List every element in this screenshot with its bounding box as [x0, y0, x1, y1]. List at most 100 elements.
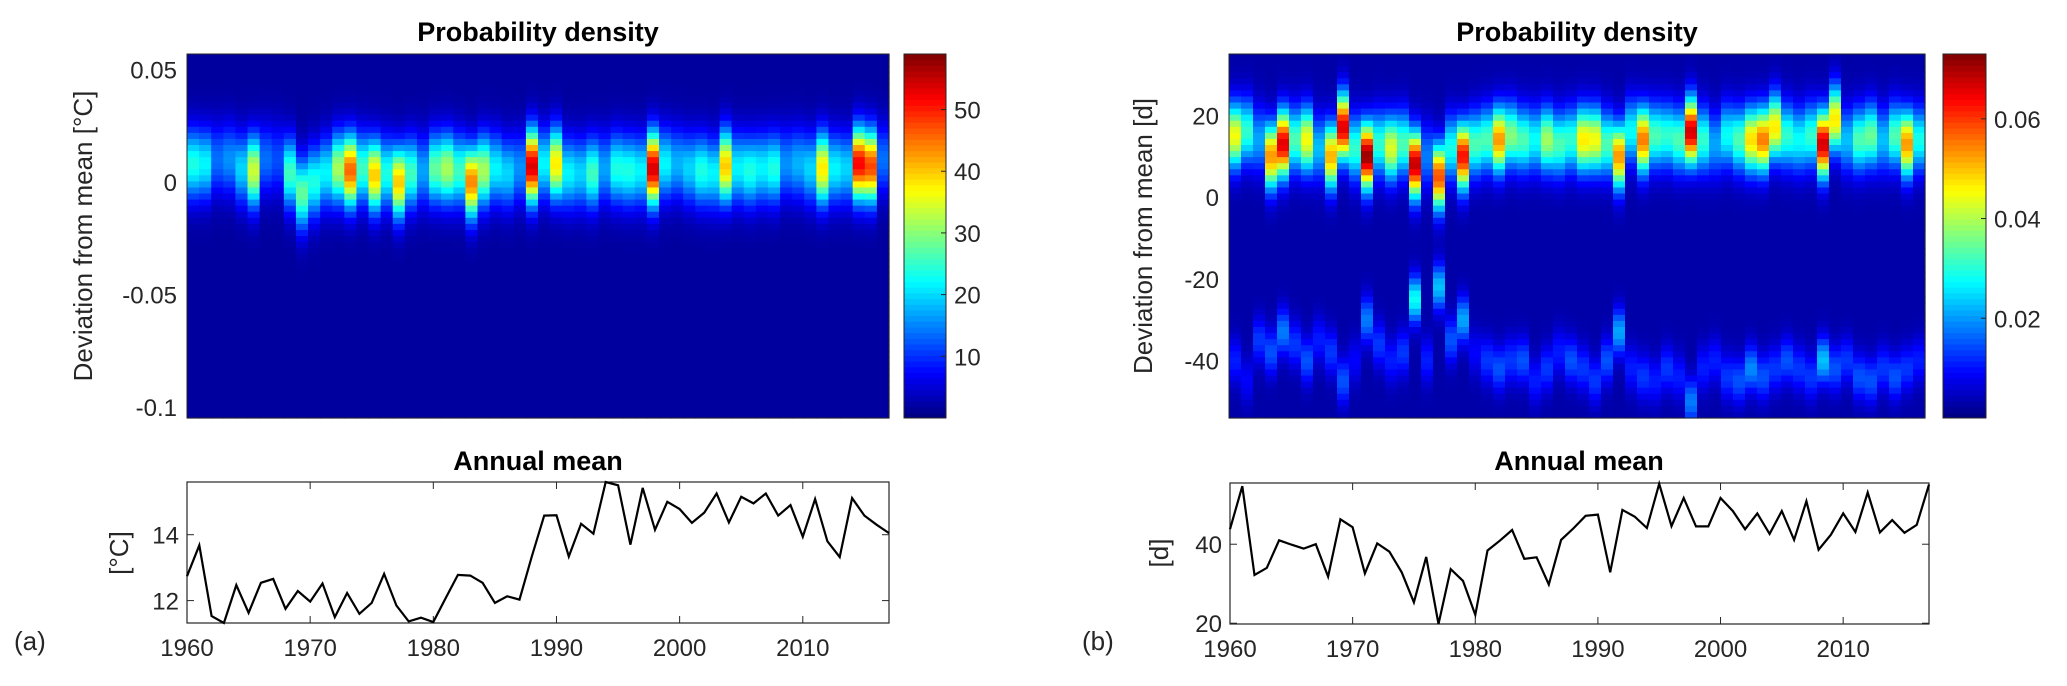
- heatmap-cell: [562, 242, 575, 249]
- heatmap-cell: [719, 126, 733, 134]
- heatmap-cell: [683, 157, 696, 164]
- heatmap-cell: [1265, 199, 1278, 207]
- heatmap-cell: [416, 163, 430, 170]
- heatmap-cell: [283, 229, 297, 237]
- heatmap-cell: [1397, 120, 1410, 128]
- heatmap-cell: [429, 223, 442, 231]
- heatmap-cell: [574, 193, 588, 201]
- heatmap-cell: [598, 339, 612, 346]
- heatmap-cell: [1361, 242, 1374, 249]
- heatmap-cell: [780, 223, 793, 231]
- heatmap-cell: [598, 60, 612, 67]
- heatmap-cell: [429, 345, 442, 352]
- heatmap-cell: [1253, 314, 1266, 322]
- heatmap-cell: [295, 126, 309, 134]
- heatmap-cell: [235, 272, 249, 280]
- heatmap-cell: [465, 60, 479, 67]
- heatmap-cell: [416, 266, 430, 273]
- heatmap-cell: [767, 132, 781, 140]
- heatmap-cell: [598, 84, 612, 91]
- heatmap-cell: [646, 266, 660, 273]
- heatmap-cell: [1313, 333, 1326, 340]
- heatmap-cell: [671, 66, 684, 73]
- colorbar-tick-label: 40: [954, 159, 981, 186]
- heatmap-cell: [1265, 181, 1278, 189]
- heatmap-cell: [780, 314, 793, 322]
- heatmap-cell: [792, 399, 805, 407]
- heatmap-cell: [489, 151, 503, 158]
- heatmap-cell: [465, 254, 479, 261]
- heatmap-cell: [501, 114, 515, 122]
- heatmap-cell: [513, 163, 527, 170]
- heatmap-cell: [453, 369, 466, 377]
- heatmap-cell: [1349, 369, 1362, 377]
- heatmap-cell: [247, 193, 261, 201]
- heatmap-cell: [1469, 169, 1482, 176]
- heatmap-cell: [634, 60, 648, 67]
- heatmap-cell: [320, 260, 333, 267]
- heatmap-cell: [525, 381, 539, 389]
- heatmap-cell: [259, 132, 273, 140]
- heatmap-cell: [392, 211, 406, 219]
- heatmap-cell: [1229, 327, 1242, 334]
- heatmap-cell: [247, 175, 261, 182]
- heatmap-cell: [259, 272, 273, 280]
- heatmap-cell: [235, 102, 249, 110]
- heatmap-cell: [1409, 72, 1422, 79]
- heatmap-cell: [538, 175, 551, 182]
- heatmap-cell: [876, 357, 890, 364]
- heatmap-cell: [1373, 357, 1386, 364]
- colorbar-segment: [904, 54, 946, 61]
- heatmap-cell: [1445, 308, 1458, 316]
- heatmap-cell: [501, 290, 515, 298]
- heatmap-cell: [840, 272, 854, 280]
- heatmap-cell: [429, 96, 442, 104]
- heatmap-cell: [683, 411, 696, 419]
- heatmap-cell: [562, 254, 575, 261]
- heatmap-cell: [368, 405, 382, 413]
- heatmap-cell: [1361, 357, 1374, 364]
- heatmap-cell: [259, 387, 273, 395]
- colorbar-segment: [904, 196, 946, 203]
- heatmap-cell: [1421, 163, 1434, 170]
- heatmap-cell: [525, 90, 539, 98]
- heatmap-cell: [1361, 345, 1374, 352]
- heatmap-cell: [816, 314, 830, 322]
- heatmap-cell: [380, 217, 394, 225]
- heatmap-cell: [187, 375, 200, 383]
- heatmap-cell: [828, 290, 842, 298]
- heatmap-cell: [671, 357, 684, 364]
- heatmap-cell: [199, 393, 212, 401]
- heatmap-cell: [1421, 314, 1434, 322]
- heatmap-cell: [501, 357, 515, 364]
- heatmap-cell: [489, 217, 503, 225]
- heatmap-cell: [876, 163, 890, 170]
- heatmap-cell: [344, 236, 358, 243]
- heatmap-cell: [368, 284, 382, 292]
- heatmap-cell: [1385, 314, 1398, 322]
- heatmap-cell: [634, 381, 648, 389]
- heatmap-cell: [780, 193, 793, 201]
- heatmap-cell: [634, 90, 648, 98]
- heatmap-cell: [259, 375, 273, 383]
- heatmap-cell: [416, 169, 430, 176]
- heatmap-cell: [743, 96, 757, 104]
- heatmap-cell: [562, 320, 575, 328]
- heatmap-cell: [1373, 351, 1386, 358]
- heatmap-cell: [1241, 66, 1254, 73]
- heatmap-cell: [247, 327, 261, 334]
- heatmap-cell: [1385, 351, 1398, 358]
- heatmap-cell: [356, 369, 370, 377]
- heatmap-cell: [223, 260, 237, 267]
- heatmap-cell: [1469, 157, 1482, 164]
- heatmap-cell: [767, 66, 781, 73]
- heatmap-cell: [392, 296, 406, 304]
- heatmap-cell: [707, 302, 721, 310]
- heatmap-cell: [876, 260, 890, 267]
- heatmap-cell: [586, 314, 600, 322]
- heatmap-cell: [852, 272, 866, 280]
- heatmap-cell: [283, 90, 297, 98]
- heatmap-cell: [840, 84, 854, 91]
- heatmap-cell: [719, 175, 733, 182]
- heatmap-cell: [1349, 314, 1362, 322]
